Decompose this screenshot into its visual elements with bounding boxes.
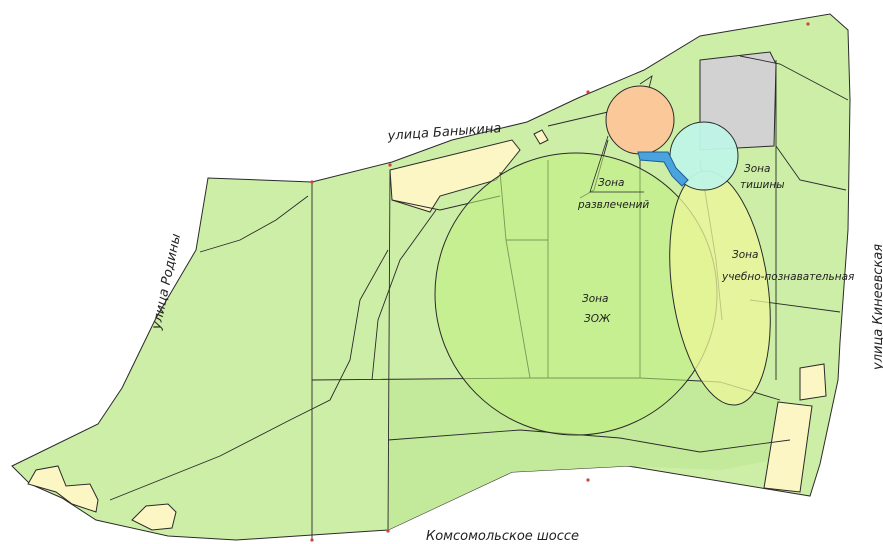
- zone-entertainment-label-2: развлечений: [577, 199, 649, 211]
- sandy-area-east-2: [763, 401, 813, 493]
- sandy-area-southwest-1: [27, 465, 99, 513]
- boundary-markers: [310, 22, 810, 542]
- pond: [637, 151, 689, 187]
- zone-educational-label-1: Зона: [732, 249, 758, 261]
- zone-zozh-label-1: Зона: [582, 293, 608, 305]
- zone-educational-label-2: учебно-познавательная: [721, 271, 854, 283]
- south-strip-parcel: [388, 378, 800, 530]
- sandy-area-north: [389, 139, 521, 213]
- small-kiosk: [533, 129, 549, 145]
- zone-zozh-label-2: ЗОЖ: [584, 313, 611, 325]
- street-label-south: Комсомольское шоссе: [426, 529, 579, 544]
- zone-quiet-label-2: тишины: [740, 179, 785, 191]
- sandy-area-east-1: [799, 363, 827, 401]
- street-label-east: улица Кинеевская: [871, 244, 883, 371]
- zone-entertainment-area: [605, 85, 675, 155]
- sandy-area-southwest-2: [131, 503, 177, 531]
- entertainment-leader-line: [589, 135, 644, 193]
- zone-quiet-label-1: Зона: [744, 163, 770, 175]
- zone-entertainment-label-1: Зона: [598, 177, 624, 189]
